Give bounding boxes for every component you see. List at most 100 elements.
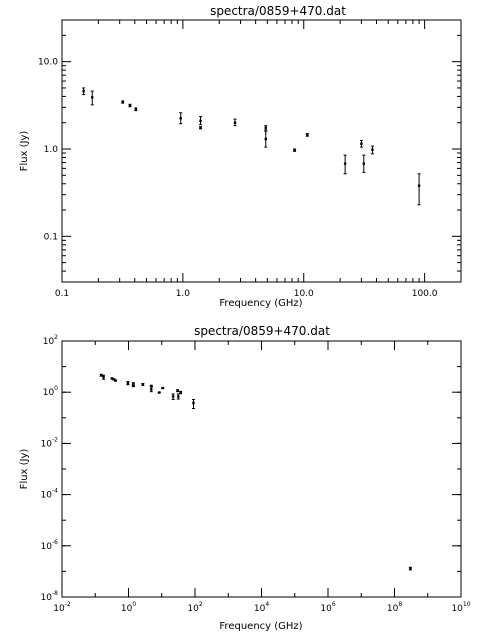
data-point (134, 107, 138, 112)
data-point (102, 374, 106, 380)
point-marker (150, 384, 153, 388)
data-point (121, 100, 125, 104)
point-marker (150, 388, 153, 391)
point-marker (100, 374, 103, 377)
chart-title-bottom: spectra/0859+470.dat (194, 324, 330, 338)
x-tick-label: 106 (320, 601, 335, 614)
data-point (114, 379, 118, 382)
data-point (161, 386, 165, 390)
chart-title-top: spectra/0859+470.dat (210, 4, 346, 18)
point-marker (128, 104, 132, 107)
data-point (131, 384, 135, 388)
chart-panel-top: spectra/0859+470.dat 0.1 1.0 10.0 100.0 0.1… (19, 4, 462, 309)
data-point (199, 116, 203, 126)
point-marker (179, 391, 182, 394)
point-marker (192, 401, 195, 405)
x-tick-label: 108 (387, 601, 402, 614)
x-tick-label: 100 (121, 601, 136, 614)
data-point (126, 381, 130, 386)
y-tick-label: 100 (43, 385, 58, 398)
x-tick-label: 1.0 (176, 289, 191, 299)
point-marker (177, 395, 180, 398)
point-marker (161, 386, 164, 390)
point-marker (82, 89, 85, 93)
data-point (408, 566, 412, 571)
x-axis-label-bottom: Frequency (GHz) (219, 621, 302, 632)
data-point (171, 393, 175, 400)
y-tick-label: 10.0 (38, 58, 58, 68)
point-marker (91, 96, 94, 99)
data-point (141, 382, 145, 386)
data-point (128, 103, 132, 108)
x-axis-label-top: Frequency (GHz) (219, 298, 302, 309)
point-marker (199, 119, 202, 123)
y-axis-label-bottom: Flux (Jy) (19, 449, 30, 490)
point-marker (409, 567, 412, 570)
data-point (199, 126, 203, 130)
point-marker (102, 375, 105, 379)
point-marker (233, 121, 237, 124)
point-marker (112, 378, 116, 381)
data-point (370, 145, 374, 155)
x-tick-labels-top: 0.1 1.0 10.0 100.0 (55, 289, 438, 299)
y-tick-label: 1.0 (44, 145, 59, 155)
y-tick-label: 10-8 (41, 590, 59, 603)
data-point (359, 140, 363, 148)
y-tick-label: 10-4 (41, 488, 59, 501)
point-marker (141, 383, 145, 386)
tick-marks-bottom (61, 340, 462, 598)
point-marker (158, 391, 161, 394)
point-marker (132, 384, 135, 388)
point-marker (121, 100, 124, 104)
point-marker (264, 126, 267, 129)
point-marker (293, 148, 296, 152)
point-marker (264, 137, 267, 141)
y-tick-labels-top: 0.1 1.0 10.0 (38, 58, 58, 243)
data-point (264, 130, 268, 148)
plot-frame-top (61, 19, 462, 283)
point-marker (132, 382, 135, 386)
data-point (157, 391, 161, 394)
data-point (191, 398, 195, 410)
x-tick-label: 104 (254, 601, 269, 614)
point-marker (179, 117, 182, 120)
y-tick-label: 0.1 (44, 232, 58, 242)
data-point (179, 112, 183, 125)
data-points-bottom (99, 373, 412, 571)
data-point (305, 133, 309, 137)
x-tick-label: 10-2 (53, 601, 71, 614)
data-point (417, 173, 421, 206)
point-marker (306, 133, 309, 137)
point-marker (176, 389, 179, 392)
x-tick-label: 1010 (451, 601, 470, 614)
data-point (343, 154, 347, 175)
point-marker (114, 379, 117, 382)
data-point (176, 389, 180, 393)
y-tick-label: 10-6 (41, 539, 59, 552)
point-marker (371, 148, 374, 151)
point-marker (171, 395, 175, 398)
data-point (179, 390, 183, 395)
x-tick-labels-bottom: 10-2 100 102 104 106 108 1010 (53, 601, 470, 614)
y-axis-label-top: Flux (Jy) (19, 131, 30, 172)
x-tick-label: 10.0 (294, 289, 314, 299)
data-point (99, 373, 103, 377)
point-marker (126, 381, 130, 385)
y-tick-label: 102 (43, 334, 58, 347)
data-point (264, 125, 268, 131)
point-marker (343, 162, 347, 165)
data-point (362, 154, 366, 173)
point-marker (417, 184, 421, 187)
point-marker (360, 142, 363, 145)
point-marker (362, 162, 366, 165)
tick-marks-top (61, 20, 461, 282)
x-tick-label: 0.1 (55, 289, 69, 299)
data-point (149, 384, 153, 388)
y-tick-label: 10-2 (41, 436, 59, 449)
chart-panel-bottom: spectra/0859+470.dat 10-2 100 102 104 106 108… (19, 324, 471, 632)
data-point (293, 148, 297, 152)
point-marker (110, 377, 114, 380)
point-marker (134, 108, 138, 111)
data-point (233, 118, 237, 127)
